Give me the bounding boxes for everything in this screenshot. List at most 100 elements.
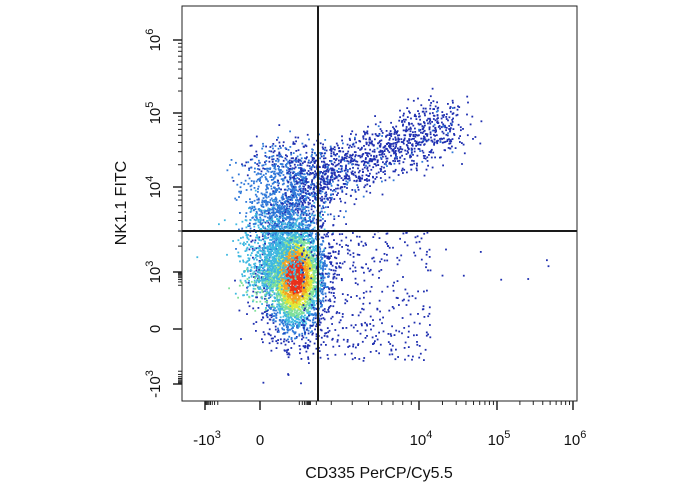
event-dot	[281, 265, 283, 268]
event-dot	[295, 301, 298, 304]
event-dot	[314, 206, 316, 209]
event-dot	[292, 157, 294, 160]
event-dot	[295, 288, 297, 291]
event-dot	[291, 282, 294, 284]
event-dot	[270, 281, 273, 283]
event-dot	[286, 205, 289, 208]
event-dot	[292, 221, 295, 224]
event-dot	[339, 266, 342, 269]
event-dot	[306, 238, 308, 241]
event-dot	[302, 322, 305, 324]
event-dot	[290, 287, 292, 290]
event-dot	[303, 266, 306, 269]
event-dot	[294, 237, 297, 240]
event-dot	[310, 262, 313, 264]
event-dot	[307, 227, 310, 230]
event-dot	[281, 258, 284, 260]
event-dot	[299, 198, 301, 201]
event-dot	[301, 334, 304, 337]
event-dot	[297, 291, 300, 294]
event-dot	[292, 269, 295, 272]
event-dot	[329, 261, 331, 264]
event-dot	[312, 314, 314, 317]
event-dot	[302, 264, 305, 267]
event-dot	[238, 228, 240, 231]
event-dot	[267, 267, 270, 270]
event-dot	[294, 211, 297, 214]
event-dot	[261, 280, 264, 282]
event-dot	[292, 192, 295, 195]
event-dot	[310, 284, 313, 286]
event-dot	[268, 297, 270, 300]
event-dot	[295, 273, 298, 276]
event-dot	[294, 279, 297, 282]
event-dot	[289, 270, 292, 273]
event-dot	[315, 323, 318, 326]
event-dot	[280, 243, 282, 246]
event-dot	[277, 258, 280, 260]
event-dot	[286, 310, 288, 313]
event-dot	[315, 281, 318, 284]
event-dot	[260, 204, 263, 207]
event-dot	[302, 255, 304, 258]
event-dot	[232, 180, 235, 182]
event-dot	[282, 217, 284, 220]
event-dot	[278, 298, 280, 301]
event-dot	[243, 275, 246, 277]
event-dot	[281, 307, 284, 310]
event-dot	[296, 266, 299, 269]
event-dot	[278, 266, 281, 268]
event-dot	[259, 228, 261, 231]
event-dot	[297, 226, 300, 229]
event-dot	[277, 260, 280, 262]
event-dot	[254, 291, 257, 294]
event-dot	[256, 255, 259, 257]
event-dot	[336, 311, 338, 313]
event-dot	[243, 270, 246, 272]
event-dot	[291, 211, 294, 214]
event-dot	[292, 251, 295, 254]
event-dot	[309, 303, 312, 306]
event-dot	[269, 239, 271, 241]
event-dot	[295, 241, 298, 243]
event-dot	[278, 124, 281, 126]
event-dot	[295, 213, 298, 216]
event-dot	[291, 263, 294, 266]
event-dot	[280, 262, 283, 264]
event-dot	[256, 218, 259, 221]
event-dot	[326, 273, 329, 275]
event-dot	[263, 287, 265, 290]
event-dot	[279, 276, 282, 279]
event-dot	[271, 279, 274, 282]
event-dot	[304, 300, 307, 303]
event-dot	[240, 282, 243, 284]
event-dot	[299, 236, 302, 238]
event-dot	[318, 272, 321, 274]
event-dot	[297, 205, 300, 207]
event-dot	[312, 200, 314, 202]
event-dot	[273, 186, 276, 189]
event-dot	[263, 251, 266, 253]
event-dot	[291, 314, 294, 317]
event-dot	[302, 206, 305, 209]
event-dot	[281, 214, 284, 217]
event-dot	[244, 243, 247, 245]
event-dot	[318, 300, 320, 303]
event-dot	[253, 199, 256, 202]
event-dot	[290, 282, 292, 285]
event-dot	[302, 298, 305, 301]
event-dot	[289, 279, 292, 282]
event-dot	[308, 165, 311, 167]
event-dot	[279, 260, 282, 262]
event-dot	[237, 239, 240, 242]
event-dot	[302, 217, 305, 220]
event-dot	[298, 241, 301, 244]
event-dot	[311, 333, 314, 336]
event-dot	[281, 252, 284, 255]
event-dot	[281, 282, 284, 284]
event-dot	[302, 179, 305, 182]
event-dot	[268, 209, 270, 212]
event-dot	[289, 225, 292, 228]
event-dot	[272, 278, 275, 281]
event-dot	[307, 170, 310, 172]
